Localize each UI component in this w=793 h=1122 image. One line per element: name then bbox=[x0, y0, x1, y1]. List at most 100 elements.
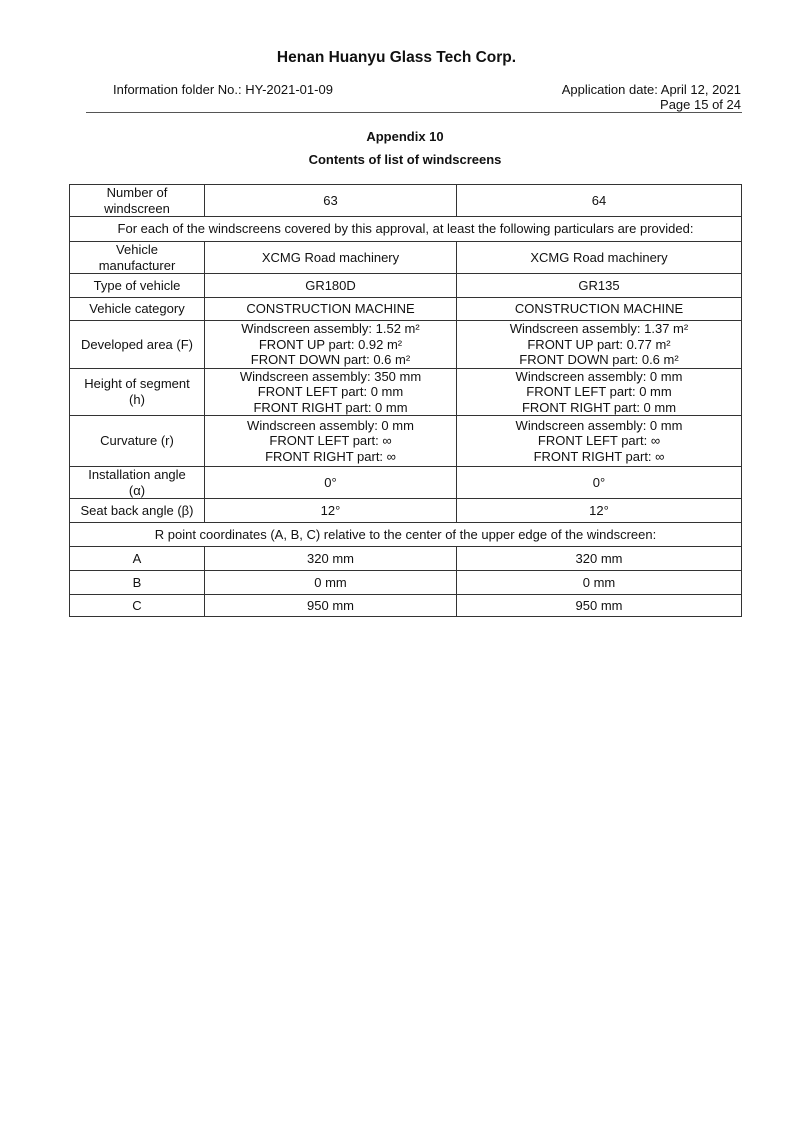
row-label: Height of segment (h) bbox=[69, 367, 205, 416]
windscreen-63-value: 63 bbox=[204, 184, 457, 217]
table-row: Height of segment (h) Windscreen assembly:… bbox=[69, 367, 742, 416]
cell-line: Vehicle bbox=[116, 242, 158, 257]
cell-line: Windscreen assembly: 1.52 m² bbox=[241, 321, 420, 336]
cell-line: C bbox=[132, 597, 142, 613]
table-row: Installation angle (α) 0° 0° bbox=[69, 466, 742, 499]
cell-line: windscreen bbox=[104, 200, 170, 216]
cell-line: CONSTRUCTION MACHINE bbox=[246, 301, 415, 317]
table-row: C 950 mm 950 mm bbox=[69, 594, 742, 617]
windscreen-64-value: XCMG Road machinery bbox=[456, 241, 742, 274]
row-label: B bbox=[69, 570, 205, 595]
windscreen-63-value: Windscreen assembly: 0 mm FRONT LEFT part… bbox=[204, 415, 457, 467]
cell-line: Windscreen assembly: 0 mm bbox=[515, 368, 683, 384]
cell-line: Vehicle category bbox=[89, 301, 185, 317]
cell-line: 950 mm bbox=[575, 597, 623, 613]
row-label: Curvature (r) bbox=[69, 415, 205, 467]
cell-line: GR135 bbox=[578, 277, 620, 293]
cell-line: FRONT DOWN part: 0.6 m² bbox=[250, 352, 411, 367]
cell-line: Type of vehicle bbox=[93, 277, 181, 293]
cell-line: 320 mm bbox=[307, 550, 354, 566]
cell-line: 320 mm bbox=[575, 550, 623, 566]
cell-line: CONSTRUCTION MACHINE bbox=[514, 301, 684, 317]
windscreen-63-value: Windscreen assembly: 1.52 m² FRONT UP par… bbox=[204, 320, 457, 369]
table-row: B 0 mm 0 mm bbox=[69, 570, 742, 595]
table-row: For each of the windscreens covered by t… bbox=[69, 216, 742, 242]
windscreen-63-value: Windscreen assembly: 350 mm FRONT LEFT pa… bbox=[204, 367, 457, 416]
cell-line: (α) bbox=[128, 482, 146, 498]
windscreen-64-value: Windscreen assembly: 0 mm FRONT LEFT part… bbox=[456, 367, 742, 416]
cell-line: 950 mm bbox=[307, 597, 354, 613]
cell-line: FRONT LEFT part: ∞ bbox=[269, 433, 392, 449]
cell-line: FRONT RIGHT part: 0 mm bbox=[253, 399, 408, 415]
header-right: Application date: April 12, 2021 Page 15… bbox=[562, 82, 741, 112]
cell-line: XCMG Road machinery bbox=[261, 249, 400, 265]
row-label: Vehicle category bbox=[69, 297, 205, 321]
windscreen-63-value: CONSTRUCTION MACHINE bbox=[204, 297, 457, 321]
cell-line: Windscreen assembly: 0 mm bbox=[515, 417, 683, 433]
table-row: A 320 mm 320 mm bbox=[69, 546, 742, 571]
row-label: Number of windscreen bbox=[69, 184, 205, 217]
windscreen-63-value: 0° bbox=[204, 466, 457, 499]
row-label: Seat back angle (β) bbox=[69, 498, 205, 523]
row-label: Developed area (F) bbox=[69, 320, 205, 369]
cell-line: 64 bbox=[591, 192, 607, 208]
table-title: Contents of list of windscreens bbox=[308, 152, 502, 167]
windscreen-63-value: 320 mm bbox=[204, 546, 457, 571]
windscreen-64-value: 64 bbox=[456, 184, 742, 217]
cell-line: FRONT RIGHT part: ∞ bbox=[533, 448, 665, 464]
cell-line: Curvature (r) bbox=[100, 433, 174, 449]
cell-line: FRONT RIGHT part: ∞ bbox=[265, 448, 396, 464]
appendix-title: Appendix 10 bbox=[366, 129, 444, 144]
cell-line: Windscreen assembly: 0 mm bbox=[247, 417, 414, 433]
cell-line: Height of segment bbox=[84, 376, 190, 392]
cell-line: FRONT RIGHT part: 0 mm bbox=[521, 399, 677, 415]
cell-line: B bbox=[132, 574, 142, 590]
cell-line: A bbox=[132, 550, 142, 566]
table-row: Type of vehicle GR180D GR135 bbox=[69, 273, 742, 298]
row-label: Installation angle (α) bbox=[69, 466, 205, 499]
cell-line: 0° bbox=[324, 474, 337, 490]
cell-line: 63 bbox=[323, 192, 338, 208]
information-folder-number: Information folder No.: HY-2021-01-09 bbox=[113, 82, 333, 97]
cell-line: Windscreen assembly: 1.37 m² bbox=[509, 321, 689, 336]
row-label: Vehicle manufacturer bbox=[69, 241, 205, 274]
windscreen-64-value: Windscreen assembly: 1.37 m² FRONT UP par… bbox=[456, 320, 742, 369]
row-label: Type of vehicle bbox=[69, 273, 205, 298]
table-row: Curvature (r) Windscreen assembly: 0 mm FR… bbox=[69, 415, 742, 467]
table-row: R point coordinates (A, B, C) relative t… bbox=[69, 522, 742, 547]
windscreen-64-value: 0° bbox=[456, 466, 742, 499]
company-name: Henan Huanyu Glass Tech Corp. bbox=[276, 49, 517, 66]
windscreens-table: Number of windscreen 63 64 For each of the w… bbox=[69, 184, 742, 617]
cell-line: Installation angle bbox=[88, 467, 186, 482]
cell-line: 0 mm bbox=[314, 574, 347, 590]
section-note: For each of the windscreens covered by t… bbox=[69, 216, 742, 242]
windscreen-64-value: 320 mm bbox=[456, 546, 742, 571]
windscreen-64-value: Windscreen assembly: 0 mm FRONT LEFT part… bbox=[456, 415, 742, 467]
cell-line: 12° bbox=[589, 502, 609, 518]
windscreen-64-value: GR135 bbox=[456, 273, 742, 298]
cell-line: Developed area (F) bbox=[81, 336, 193, 352]
cell-line: Number of bbox=[106, 185, 168, 200]
cell-line: manufacturer bbox=[98, 257, 176, 273]
row-label: C bbox=[69, 594, 205, 617]
windscreen-63-value: XCMG Road machinery bbox=[204, 241, 457, 274]
cell-line: (h) bbox=[129, 391, 145, 407]
windscreen-64-value: 950 mm bbox=[456, 594, 742, 617]
cell-line: 0 mm bbox=[582, 574, 616, 590]
windscreen-64-value: 12° bbox=[456, 498, 742, 523]
table-row: Vehicle category CONSTRUCTION MACHINE CONS… bbox=[69, 297, 742, 321]
table-row: Developed area (F) Windscreen assembly: 1… bbox=[69, 320, 742, 369]
windscreen-64-value: CONSTRUCTION MACHINE bbox=[456, 297, 742, 321]
cell-line: XCMG Road machinery bbox=[530, 249, 668, 265]
cell-line: FRONT LEFT part: 0 mm bbox=[257, 384, 404, 399]
cell-line: FRONT LEFT part: 0 mm bbox=[526, 384, 672, 399]
header-divider bbox=[86, 112, 742, 113]
cell-line: Windscreen assembly: 350 mm bbox=[239, 368, 422, 384]
cell-line: 12° bbox=[320, 502, 341, 518]
table-row: Vehicle manufacturer XCMG Road machinery XC… bbox=[69, 241, 742, 274]
cell-line: Seat back angle (β) bbox=[80, 502, 194, 518]
windscreen-63-value: GR180D bbox=[204, 273, 457, 298]
cell-line: FRONT UP part: 0.77 m² bbox=[527, 336, 671, 352]
row-label: A bbox=[69, 546, 205, 571]
windscreen-63-value: 12° bbox=[204, 498, 457, 523]
